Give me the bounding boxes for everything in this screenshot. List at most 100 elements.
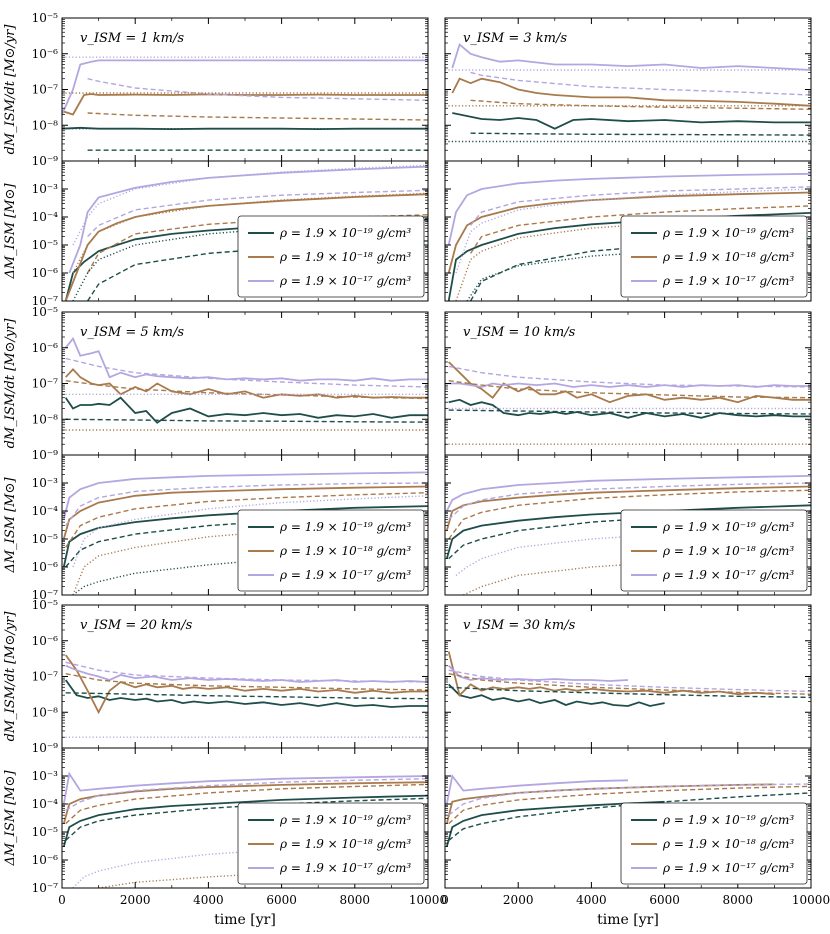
series-line-solid [62, 485, 428, 540]
legend-entry: ρ = 1.9 × 10⁻¹⁸ g/cm³ [279, 544, 411, 558]
series-line-dashed [65, 514, 428, 568]
x-tick-label: 4000 [193, 893, 224, 907]
series-group [62, 56, 428, 151]
legend: ρ = 1.9 × 10⁻¹⁹ g/cm³ ρ = 1.9 × 10⁻¹⁸ g/c… [620, 802, 808, 885]
series-line-solid [448, 683, 665, 707]
series-line-dashed [448, 792, 811, 841]
y-tick-label: 10⁻⁶ [32, 560, 59, 574]
y-tick-label: 10⁻⁴ [32, 797, 59, 811]
y-tick-label: 10⁻⁶ [32, 634, 59, 648]
y-tick-label: 10⁻³ [32, 182, 59, 196]
legend-entry: ρ = 1.9 × 10⁻¹⁹ g/cm³ [662, 813, 794, 827]
legend-entry: ρ = 1.9 × 10⁻¹⁹ g/cm³ [662, 520, 794, 534]
series-group [447, 651, 811, 707]
velocity-label: v_ISM = 10 km/s [463, 325, 576, 340]
legend-entry: ρ = 1.9 × 10⁻¹⁷ g/cm³ [279, 568, 411, 582]
x-tick-label: 4000 [576, 893, 607, 907]
series-line-solid [62, 126, 428, 131]
series-line-solid [62, 471, 428, 520]
x-tick-label: 6000 [266, 893, 297, 907]
series-line-dashed [65, 661, 428, 683]
series-line-dashed [448, 380, 811, 399]
series-line-solid [62, 59, 428, 115]
series-group [62, 471, 428, 595]
series-line-dashed [470, 186, 811, 226]
legend: ρ = 1.9 × 10⁻¹⁹ g/cm³ ρ = 1.9 × 10⁻¹⁸ g/c… [237, 215, 425, 298]
legend-entry: ρ = 1.9 × 10⁻¹⁸ g/cm³ [662, 837, 794, 851]
series-line-dashed [448, 686, 811, 699]
series-line-solid [64, 654, 428, 715]
y-axis-label-mass: ΔM_ISM [M⊙] [3, 477, 18, 574]
legend: ρ = 1.9 × 10⁻¹⁹ g/cm³ ρ = 1.9 × 10⁻¹⁸ g/c… [620, 215, 808, 298]
chart-panel: 10⁻⁷ 10⁻⁶ 10⁻⁵ 10⁻⁴ 10⁻³ ρ = 1.9 × 10⁻¹⁹ g/cm… [32, 454, 429, 602]
chart-panel: ρ = 1.9 × 10⁻¹⁹ g/cm³ ρ = 1.9 × 10⁻¹⁸ g/c… [444, 160, 812, 302]
series-line-dashed [448, 785, 811, 825]
x-tick-label: 8000 [340, 893, 371, 907]
series-line-dotted [72, 192, 428, 274]
y-tick-label: 10⁻⁷ [32, 377, 59, 391]
y-tick-label: 10⁻⁷ [32, 881, 59, 895]
series-group [62, 654, 428, 738]
series-line-solid [445, 504, 811, 559]
x-tick-label: 8000 [723, 893, 754, 907]
velocity-label: v_ISM = 1 km/s [80, 31, 184, 46]
legend: ρ = 1.9 × 10⁻¹⁹ g/cm³ ρ = 1.9 × 10⁻¹⁸ g/c… [237, 802, 425, 885]
legend-box [237, 509, 425, 592]
y-tick-label: 10⁻⁵ [32, 238, 59, 252]
legend-entry: ρ = 1.9 × 10⁻¹⁷ g/cm³ [279, 274, 411, 288]
y-tick-label: 10⁻⁵ [32, 598, 59, 612]
legend-entry: ρ = 1.9 × 10⁻¹⁷ g/cm³ [279, 861, 411, 875]
y-tick-label: 10⁻⁸ [32, 412, 59, 426]
series-line-dashed [448, 783, 811, 816]
series-group [62, 771, 428, 888]
series-line-solid [62, 794, 428, 847]
y-axis-label-rate: dM_ISM/dt [M⊙/yr] [3, 24, 18, 155]
series-line-dashed [65, 482, 428, 527]
series-line-dashed [65, 783, 428, 825]
series-line-dotted [455, 188, 811, 274]
y-tick-label: 10⁻⁸ [32, 705, 59, 719]
legend: ρ = 1.9 × 10⁻¹⁹ g/cm³ ρ = 1.9 × 10⁻¹⁸ g/c… [620, 509, 808, 592]
series-line-solid [445, 475, 811, 512]
y-tick-label: 10⁻⁷ [32, 294, 59, 308]
series-line-dotted [72, 164, 428, 246]
series-line-dashed [87, 78, 428, 101]
y-tick-label: 10⁻⁴ [32, 504, 59, 518]
velocity-label: v_ISM = 3 km/s [463, 31, 567, 46]
series-group [445, 361, 811, 445]
series-line-solid [451, 77, 811, 107]
series-line-solid [62, 505, 428, 568]
series-line-dashed [65, 692, 428, 700]
legend-entry: ρ = 1.9 × 10⁻¹⁹ g/cm³ [279, 813, 411, 827]
chart-panel: 10⁻⁹ 10⁻⁸ 10⁻⁷ 10⁻⁶ 10⁻⁵ v_ISM = 1 km/s [32, 11, 429, 168]
series-line-solid [62, 771, 428, 805]
x-axis-label: time [yr] [214, 912, 276, 928]
series-line-solid [452, 112, 811, 130]
legend-entry: ρ = 1.9 × 10⁻¹⁹ g/cm³ [279, 520, 411, 534]
series-line-solid [448, 665, 629, 682]
series-group [445, 43, 811, 143]
series-line-solid [62, 781, 428, 824]
series-line-dashed [65, 673, 428, 691]
series-line-dashed [65, 797, 428, 841]
y-tick-label: 10⁻⁶ [32, 47, 59, 61]
series-line-dashed [448, 673, 811, 695]
series-line-solid [64, 679, 428, 708]
series-line-dashed [65, 418, 428, 423]
series-line-solid [448, 361, 811, 404]
y-tick-label: 10⁻⁶ [32, 341, 59, 355]
series-line-dotted [72, 495, 428, 568]
y-tick-label: 10⁻⁵ [32, 11, 59, 25]
y-axis-label-mass: ΔM_ISM [M⊙] [3, 183, 18, 280]
y-tick-label: 10⁻⁷ [32, 588, 59, 602]
series-line-solid [447, 651, 775, 697]
series-line-dotted [455, 216, 811, 301]
series-line-dashed [65, 357, 428, 388]
legend-entry: ρ = 1.9 × 10⁻¹⁸ g/cm³ [662, 250, 794, 264]
y-tick-label: 10⁻⁵ [32, 305, 59, 319]
legend-entry: ρ = 1.9 × 10⁻¹⁷ g/cm³ [662, 861, 794, 875]
chart-panel: v_ISM = 30 km/s [444, 604, 812, 749]
legend-entry: ρ = 1.9 × 10⁻¹⁸ g/cm³ [662, 544, 794, 558]
chart-panel: 10⁻⁷ 10⁻⁶ 10⁻⁵ 10⁻⁴ 10⁻³ ρ = 1.9 × 10⁻¹⁹ g/cm… [32, 160, 429, 308]
x-tick-label: 2000 [120, 893, 151, 907]
